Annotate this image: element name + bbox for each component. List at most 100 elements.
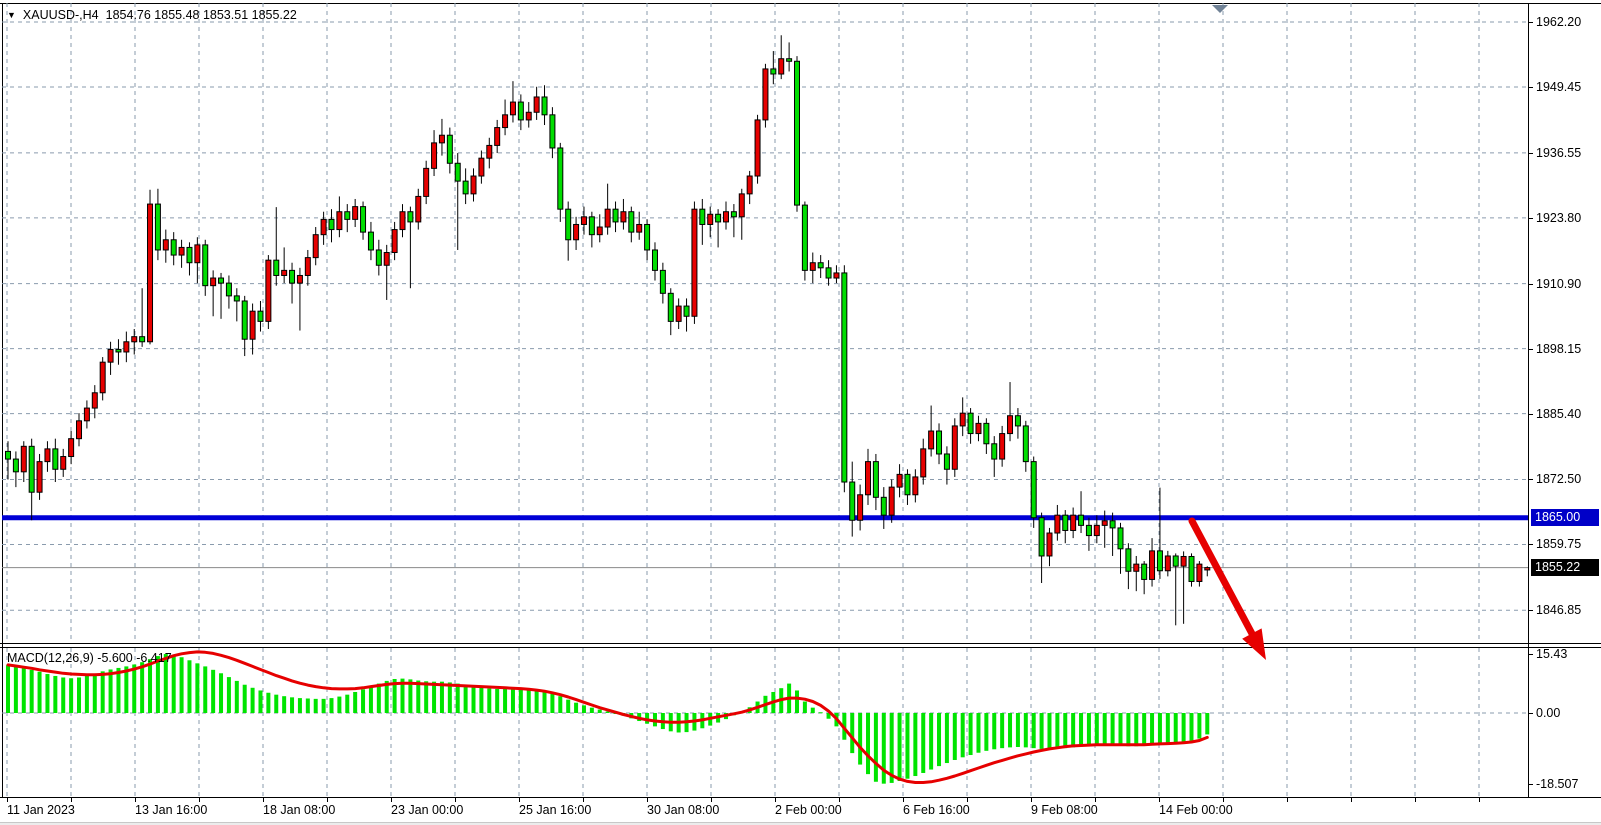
candle-bearish[interactable]	[1141, 563, 1148, 580]
candle-bearish[interactable]	[983, 422, 990, 445]
candle-bullish[interactable]	[352, 206, 359, 220]
candle-bullish[interactable]	[1133, 563, 1140, 572]
candle-bearish[interactable]	[1085, 524, 1092, 537]
candle-bearish[interactable]	[849, 481, 856, 521]
candle-bullish[interactable]	[509, 101, 516, 116]
candle-bullish[interactable]	[36, 461, 43, 493]
candle-bullish[interactable]	[399, 211, 406, 231]
candle-bearish[interactable]	[139, 336, 146, 343]
candle-bullish[interactable]	[265, 259, 272, 322]
candle-bullish[interactable]	[494, 127, 501, 146]
candle-bullish[interactable]	[754, 119, 761, 177]
candle-bearish[interactable]	[1109, 520, 1116, 529]
candle-bullish[interactable]	[833, 272, 840, 279]
candle-bullish[interactable]	[738, 193, 745, 218]
candle-bearish[interactable]	[786, 58, 793, 62]
candle-bullish[interactable]	[1101, 520, 1108, 526]
candle-bearish[interactable]	[683, 305, 690, 317]
candle-bullish[interactable]	[470, 175, 477, 195]
price-axis[interactable]: 1962.20 1949.45 1936.55 1923.80 1910.90 1898.…	[1528, 0, 1601, 825]
candle-bullish[interactable]	[604, 208, 611, 228]
candle-bullish[interactable]	[431, 142, 438, 169]
candle-bullish[interactable]	[857, 494, 864, 521]
time-axis[interactable]: 11 Jan 2023 13 Jan 16:00 18 Jan 08:00 23 Ja…	[0, 798, 1601, 822]
candle-bearish[interactable]	[257, 310, 264, 322]
candle-bullish[interactable]	[147, 203, 154, 343]
candle-bullish[interactable]	[486, 144, 493, 159]
candle-bullish[interactable]	[896, 473, 903, 488]
candle-bullish[interactable]	[296, 274, 303, 284]
candle-bearish[interactable]	[667, 292, 674, 322]
candle-bullish[interactable]	[281, 269, 288, 276]
candle-bullish[interactable]	[383, 252, 390, 266]
candle-bearish[interactable]	[699, 208, 706, 225]
candle-bearish[interactable]	[273, 259, 280, 276]
candle-bullish[interactable]	[707, 213, 714, 225]
candle-bullish[interactable]	[107, 348, 114, 363]
candle-bullish[interactable]	[68, 438, 75, 458]
candle-bullish[interactable]	[320, 218, 327, 236]
symbol-dropdown-icon[interactable]: ▼	[7, 10, 16, 20]
candle-bearish[interactable]	[375, 249, 382, 266]
candle-bearish[interactable]	[659, 269, 666, 294]
candle-bullish[interactable]	[888, 486, 895, 516]
candle-bullish[interactable]	[502, 114, 509, 129]
candle-bearish[interactable]	[651, 249, 658, 271]
candle-bearish[interactable]	[202, 244, 209, 287]
candle-bullish[interactable]	[722, 211, 729, 223]
candle-bullish[interactable]	[620, 211, 627, 223]
candle-bullish[interactable]	[920, 448, 927, 478]
candle-bearish[interactable]	[233, 295, 240, 302]
candle-bearish[interactable]	[730, 211, 737, 218]
candle-bullish[interactable]	[76, 420, 83, 440]
candle-bullish[interactable]	[999, 433, 1006, 460]
candle-bearish[interactable]	[344, 211, 351, 220]
candle-bullish[interactable]	[975, 422, 982, 435]
candle-bearish[interactable]	[367, 231, 374, 251]
panel-divider-bottom[interactable]	[0, 647, 1601, 648]
main-price-chart[interactable]	[2, 3, 1528, 643]
candle-bullish[interactable]	[312, 234, 319, 259]
candle-bullish[interactable]	[636, 223, 643, 233]
candle-bullish[interactable]	[573, 223, 580, 241]
candle-bearish[interactable]	[225, 282, 232, 297]
candle-bullish[interactable]	[44, 448, 51, 463]
candle-bullish[interactable]	[415, 195, 422, 223]
candle-bearish[interactable]	[1078, 514, 1085, 526]
candle-bearish[interactable]	[557, 147, 564, 210]
candle-bullish[interactable]	[1054, 514, 1061, 534]
candle-bullish[interactable]	[675, 305, 682, 322]
candle-bearish[interactable]	[841, 272, 848, 483]
candle-bearish[interactable]	[825, 267, 832, 279]
candle-bullish[interactable]	[778, 58, 785, 75]
candle-bullish[interactable]	[99, 361, 106, 394]
candle-bearish[interactable]	[904, 473, 911, 496]
candle-bullish[interactable]	[1196, 563, 1203, 582]
candle-bullish[interactable]	[178, 246, 185, 256]
candle-bullish[interactable]	[959, 412, 966, 427]
candle-bearish[interactable]	[446, 134, 453, 164]
candle-bullish[interactable]	[83, 407, 90, 422]
candle-bearish[interactable]	[241, 300, 248, 340]
candle-bullish[interactable]	[162, 239, 169, 251]
candle-bearish[interactable]	[644, 223, 651, 251]
candle-bearish[interactable]	[186, 246, 193, 264]
candle-bullish[interactable]	[478, 157, 485, 177]
candle-bearish[interactable]	[588, 216, 595, 236]
candle-bearish[interactable]	[612, 208, 619, 223]
candle-bullish[interactable]	[525, 111, 532, 121]
candle-bearish[interactable]	[1022, 425, 1029, 463]
candle-bearish[interactable]	[770, 68, 777, 75]
candle-bullish[interactable]	[91, 392, 98, 409]
candle-bearish[interactable]	[1062, 514, 1069, 531]
candle-bullish[interactable]	[691, 208, 698, 317]
candle-bullish[interactable]	[123, 341, 130, 353]
candle-bearish[interactable]	[880, 496, 887, 516]
candle-bullish[interactable]	[928, 430, 935, 450]
candle-bearish[interactable]	[407, 211, 414, 223]
candle-bullish[interactable]	[20, 445, 27, 473]
candle-bearish[interactable]	[872, 461, 879, 498]
candle-bullish[interactable]	[762, 68, 769, 121]
candle-bearish[interactable]	[991, 443, 998, 460]
candle-bearish[interactable]	[170, 239, 177, 256]
